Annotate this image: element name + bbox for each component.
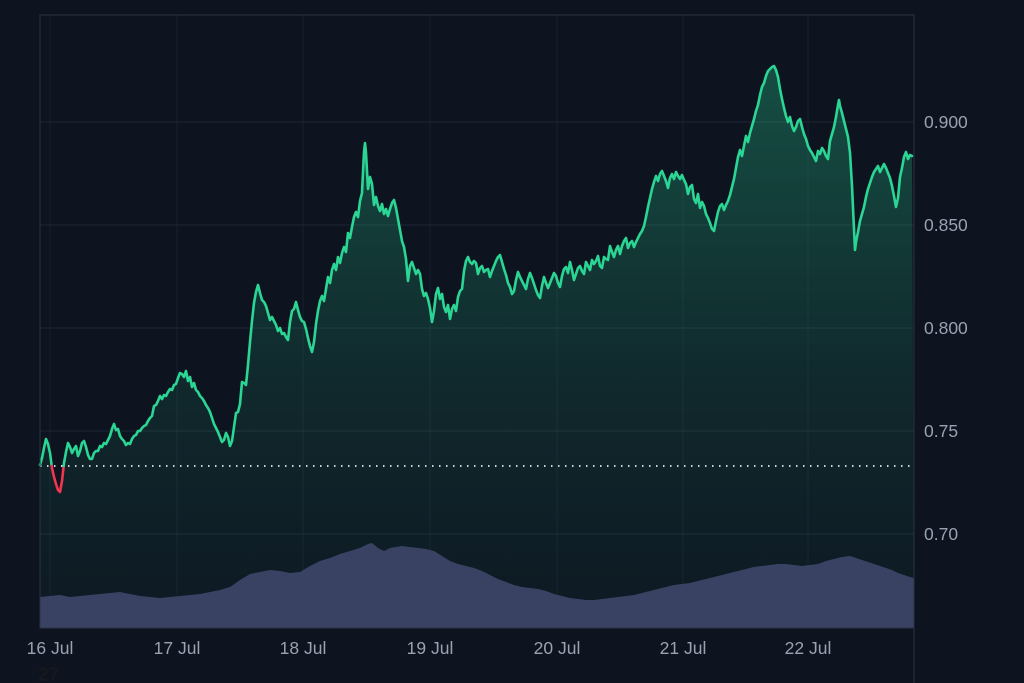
- x-axis-label: 19 Jul: [407, 638, 454, 658]
- y-axis-label: 0.75: [924, 421, 958, 441]
- price-line: [62, 64, 914, 468]
- price-area-fill: [40, 66, 914, 628]
- clipped-bottom-left-number: 27: [38, 665, 60, 683]
- y-axis-label: 0.800: [924, 318, 968, 338]
- y-axis-label: 0.850: [924, 215, 968, 235]
- x-axis-label: 16 Jul: [27, 638, 74, 658]
- x-axis-label: 18 Jul: [280, 638, 327, 658]
- price-line: [38, 437, 54, 468]
- volume-area: [40, 543, 914, 628]
- y-axis-label: 0.70: [924, 524, 958, 544]
- price-line-below-baseline: [50, 464, 65, 494]
- x-axis-label: 21 Jul: [660, 638, 707, 658]
- x-axis-label: 22 Jul: [785, 638, 832, 658]
- x-axis-label: 20 Jul: [534, 638, 581, 658]
- plot-border: [39, 14, 915, 629]
- x-axis-label: 17 Jul: [154, 638, 201, 658]
- y-axis-label: 0.900: [924, 112, 968, 132]
- price-scale[interactable]: [914, 15, 1024, 628]
- time-scale[interactable]: [40, 628, 914, 683]
